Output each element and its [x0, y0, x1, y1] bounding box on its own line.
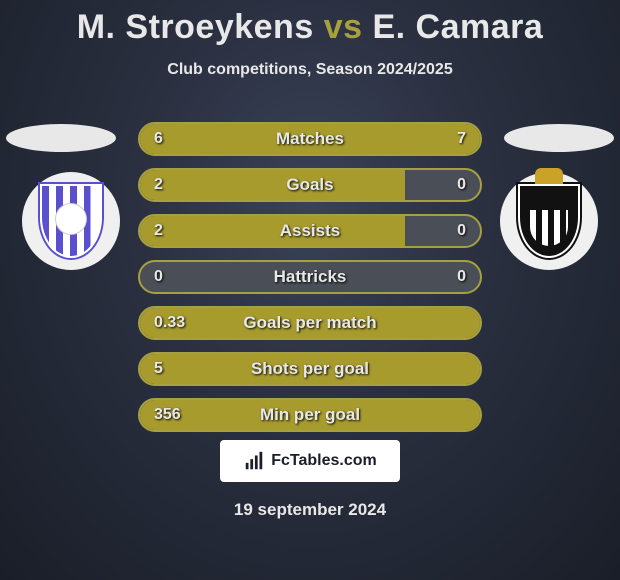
decor-ellipse-right: [504, 124, 614, 152]
bar-label: Goals: [140, 175, 480, 195]
stat-bar: 5Shots per goal: [138, 352, 482, 386]
stat-bar: 6Matches7: [138, 122, 482, 156]
comparison-title: M. Stroeykens vs E. Camara: [0, 0, 620, 47]
stat-bar: 2Goals0: [138, 168, 482, 202]
vs-separator: vs: [324, 8, 363, 46]
bar-value-left: 5: [154, 360, 163, 378]
bar-label: Matches: [140, 129, 480, 149]
bar-label: Assists: [140, 221, 480, 241]
bar-value-right: 7: [457, 130, 466, 148]
subtitle: Club competitions, Season 2024/2025: [0, 61, 620, 79]
anderlecht-crest-icon: [40, 184, 102, 258]
charleroi-crest-icon: [518, 184, 580, 258]
player1-name: M. Stroeykens: [77, 8, 314, 46]
bar-label: Shots per goal: [140, 359, 480, 379]
team-badge-right: [500, 172, 598, 270]
stat-bar: 356Min per goal: [138, 398, 482, 432]
bar-value-left: 0.33: [154, 314, 185, 332]
bar-value-left: 2: [154, 176, 163, 194]
player2-name: E. Camara: [372, 8, 543, 46]
bar-value-right: 0: [457, 268, 466, 286]
brand-chart-icon: [243, 450, 265, 472]
brand-badge: FcTables.com: [220, 440, 400, 482]
stat-bar: 0.33Goals per match: [138, 306, 482, 340]
stat-bar: 0Hattricks0: [138, 260, 482, 294]
bar-label: Goals per match: [140, 313, 480, 333]
team-badge-left: [22, 172, 120, 270]
snapshot-date: 19 september 2024: [0, 500, 620, 520]
comparison-bars: 6Matches72Goals02Assists00Hattricks00.33…: [138, 122, 482, 444]
bar-value-right: 0: [457, 222, 466, 240]
decor-ellipse-left: [6, 124, 116, 152]
bar-label: Hattricks: [140, 267, 480, 287]
brand-label: FcTables.com: [271, 452, 377, 470]
stat-bar: 2Assists0: [138, 214, 482, 248]
bar-value-right: 0: [457, 176, 466, 194]
bar-value-left: 6: [154, 130, 163, 148]
bar-label: Min per goal: [140, 405, 480, 425]
bar-value-left: 2: [154, 222, 163, 240]
bar-value-left: 356: [154, 406, 181, 424]
bar-value-left: 0: [154, 268, 163, 286]
